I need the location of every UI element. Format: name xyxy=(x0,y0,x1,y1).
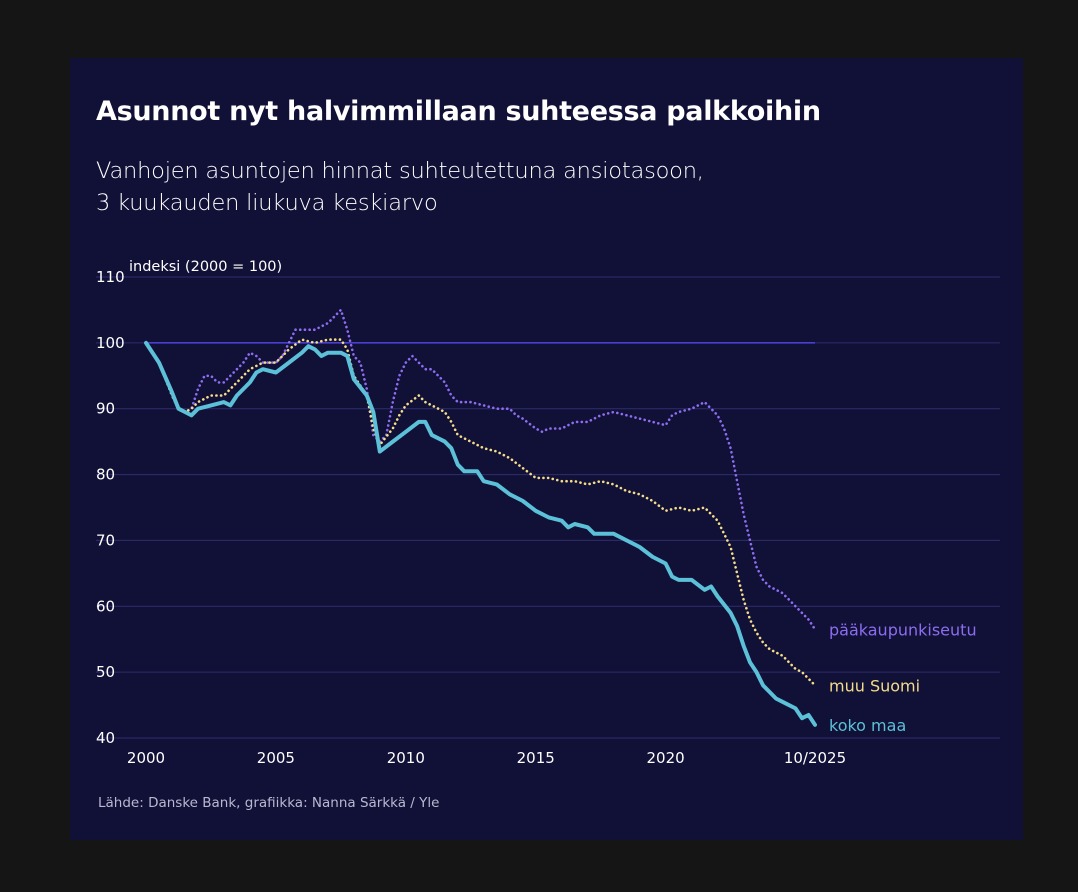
y-tick-110: 110 xyxy=(96,268,125,286)
chart-card xyxy=(70,58,1023,840)
x-tick-2000: 2000 xyxy=(127,749,165,767)
series-label-muu_suomi: muu Suomi xyxy=(829,676,920,695)
series-line-paakaupunkiseutu xyxy=(144,308,817,631)
series-line-muu_suomi xyxy=(144,338,817,687)
x-tick-2010: 2010 xyxy=(387,749,425,767)
series-line-koko_maa xyxy=(144,340,817,727)
subtitle-line-2: 3 kuukauden liukuva keskiarvo xyxy=(96,190,438,216)
y-axis-unit-label: indeksi (2000 = 100) xyxy=(129,259,282,275)
x-tick-2015: 2015 xyxy=(517,749,555,767)
y-tick-70: 70 xyxy=(96,531,115,549)
series-label-koko_maa: koko maa xyxy=(829,716,906,735)
y-tick-labels: 40 50 60 70 80 90 100 110 xyxy=(96,268,125,747)
series-labels: pääkaupunkiseutu muu Suomi koko maa xyxy=(829,620,977,734)
y-tick-100: 100 xyxy=(96,334,125,352)
source-credit: Lähde: Danske Bank, grafiikka: Nanna Sär… xyxy=(98,795,440,811)
x-tick-2020: 2020 xyxy=(647,749,685,767)
y-tick-50: 50 xyxy=(96,663,115,681)
chart-title: Asunnot nyt halvimmillaan suhteessa palk… xyxy=(96,96,821,127)
y-tick-80: 80 xyxy=(96,466,115,484)
subtitle-line-1: Vanhojen asuntojen hinnat suhteutettuna … xyxy=(96,158,704,184)
series-layer xyxy=(144,308,817,727)
y-tick-60: 60 xyxy=(96,597,115,615)
grid-lines xyxy=(96,276,1000,739)
chart-subtitle: Vanhojen asuntojen hinnat suhteutettuna … xyxy=(96,155,856,219)
x-tick-labels: 2000 2005 2010 2015 2020 10/2025 xyxy=(127,749,846,767)
y-tick-40: 40 xyxy=(96,729,115,747)
series-label-paakaupunkiseutu: pääkaupunkiseutu xyxy=(829,620,977,639)
x-tick-2005: 2005 xyxy=(257,749,295,767)
x-tick-10-2025: 10/2025 xyxy=(784,749,846,767)
y-tick-90: 90 xyxy=(96,400,115,418)
